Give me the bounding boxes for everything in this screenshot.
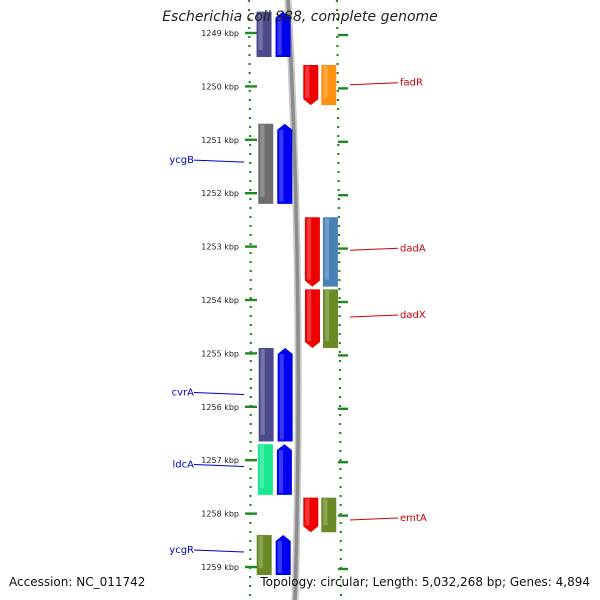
reverse-cds-arrow-shape xyxy=(277,348,293,442)
forward-cog-block xyxy=(322,289,338,349)
reverse-gene-label: ldcA xyxy=(173,460,195,471)
forward-cog-block xyxy=(321,65,337,106)
reverse-gene-leader xyxy=(193,464,245,468)
forward-cog-block-shape xyxy=(322,217,338,287)
reverse-cog-block xyxy=(256,11,272,58)
reverse-cog-block-highlight xyxy=(260,349,265,435)
reverse-cds-arrow-highlight xyxy=(279,354,284,440)
forward-cog-block-highlight xyxy=(324,218,330,280)
reverse-cds-arrow xyxy=(275,534,291,576)
reverse-gene-leader xyxy=(193,159,245,163)
reverse-cds-arrow-highlight xyxy=(277,540,282,574)
reverse-cog-block-highlight xyxy=(259,445,265,488)
forward-gene-leader xyxy=(349,247,399,251)
forward-cog-block-highlight xyxy=(324,290,330,342)
forward-gene-leader xyxy=(349,517,399,521)
ruler-tick-label: 1249 kbp xyxy=(201,29,239,38)
forward-cog-block-highlight xyxy=(323,498,328,526)
reverse-cog-block-shape xyxy=(258,348,274,442)
forward-gene-leader xyxy=(349,314,399,318)
reverse-cds-arrow xyxy=(277,123,293,204)
reverse-cog-block-shape xyxy=(256,534,272,576)
reverse-cog-block xyxy=(257,444,273,495)
reverse-cog-block-shape xyxy=(257,444,273,495)
ruler-tick-label: 1250 kbp xyxy=(201,82,239,91)
forward-gene-label: fadR xyxy=(400,78,423,89)
forward-cog-block-shape xyxy=(321,497,337,533)
ruler-tick-label: 1255 kbp xyxy=(201,349,239,358)
forward-cds-arrow-shape xyxy=(303,65,319,106)
forward-cds-arrow-shape xyxy=(304,217,320,287)
backbone-line xyxy=(286,0,300,600)
reverse-gene-label: cvrA xyxy=(172,387,195,398)
reverse-cds-arrow-shape xyxy=(275,11,291,58)
reverse-cog-block-shape xyxy=(256,11,272,58)
forward-gene-label: emtA xyxy=(400,513,427,524)
reverse-cds-arrow-highlight xyxy=(278,450,284,493)
reverse-cds-arrow xyxy=(277,348,293,442)
accession-text: Accession: NC_011742 xyxy=(9,575,146,589)
forward-cds-arrow-highlight xyxy=(305,66,310,99)
map-title: Escherichia coli S88, complete genome xyxy=(162,9,438,25)
reverse-gene-label: ycgR xyxy=(169,545,194,556)
genome-summary-text: Topology: circular; Length: 5,032,268 bp… xyxy=(260,575,590,589)
ruler-tick-label: 1251 kbp xyxy=(201,136,239,145)
forward-cds-arrow-shape xyxy=(304,289,320,349)
ruler-tick-label: 1253 kbp xyxy=(201,243,239,252)
reverse-cds-arrow-highlight xyxy=(277,17,282,56)
forward-cog-block-shape xyxy=(322,289,338,349)
reverse-cog-block xyxy=(256,534,272,576)
reverse-cog-block-shape xyxy=(258,123,274,204)
ruler-tick-label: 1256 kbp xyxy=(201,403,239,412)
forward-gene-label: dadX xyxy=(400,310,426,321)
ruler-tick-label: 1258 kbp xyxy=(201,510,239,519)
forward-gene-leader xyxy=(349,82,399,86)
forward-cog-block xyxy=(321,497,337,533)
forward-cog-block-highlight xyxy=(323,66,328,99)
reverse-cds-arrow xyxy=(275,11,291,58)
reverse-gene-leader xyxy=(193,391,245,395)
forward-cds-arrow-highlight xyxy=(306,218,312,280)
reverse-cds-arrow-shape xyxy=(277,123,293,204)
forward-cds-arrow xyxy=(303,65,319,106)
forward-cds-arrow-highlight xyxy=(305,498,310,526)
reverse-cds-arrow-shape xyxy=(276,444,292,495)
forward-cog-block-shape xyxy=(321,65,337,106)
reverse-cog-block-highlight xyxy=(258,535,263,569)
forward-cds-arrow-shape xyxy=(303,497,319,533)
ruler-tick-label: 1259 kbp xyxy=(201,563,239,572)
forward-cds-arrow xyxy=(304,289,320,349)
reverse-cog-block xyxy=(258,123,274,204)
forward-cog-block xyxy=(322,217,338,287)
reverse-gene-leader xyxy=(193,549,245,553)
reverse-cds-arrow xyxy=(276,444,292,495)
reverse-cog-block-highlight xyxy=(260,124,265,197)
reverse-cog-block xyxy=(258,348,274,442)
forward-cds-arrow xyxy=(304,217,320,287)
reverse-gene-label: ycgB xyxy=(169,155,194,166)
ruler-tick-label: 1252 kbp xyxy=(201,189,239,198)
reverse-cds-arrow-highlight xyxy=(279,129,284,202)
forward-cds-arrow xyxy=(303,497,319,533)
forward-gene-label: dadA xyxy=(400,243,426,254)
reverse-cds-arrow-shape xyxy=(275,534,291,576)
ruler-tick-label: 1254 kbp xyxy=(201,296,239,305)
reverse-cog-block-highlight xyxy=(258,12,263,51)
forward-cds-arrow-highlight xyxy=(306,290,312,342)
ruler-tick-label: 1257 kbp xyxy=(201,456,239,465)
